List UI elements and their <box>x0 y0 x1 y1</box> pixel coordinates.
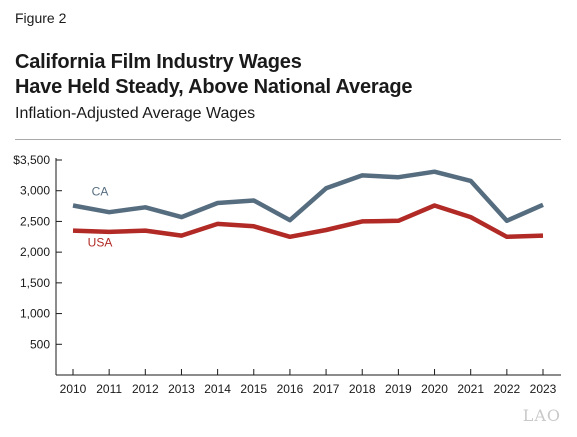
y-tick-label: 500 <box>30 337 50 351</box>
title-divider <box>15 139 561 140</box>
series-label-usa: USA <box>88 236 113 250</box>
x-tick-label: 2019 <box>385 382 412 396</box>
x-tick-label: 2010 <box>60 382 87 396</box>
series-line-ca <box>72 169 544 224</box>
series-labels: CA USA <box>88 184 113 249</box>
y-tick-label: $3,500 <box>13 153 50 167</box>
x-tick-label: 2022 <box>493 382 520 396</box>
chart-title-line-1: California Film Industry Wages <box>15 51 302 73</box>
figure-label: Figure 2 <box>15 10 67 26</box>
x-tick-label: 2015 <box>240 382 267 396</box>
y-axis: 500 1,000 1,500 2,000 2,500 3,000 $3,500 <box>13 153 62 375</box>
x-tick-label: 2011 <box>96 382 122 396</box>
lao-logo: LAO <box>522 406 561 425</box>
x-tick-label: 2023 <box>530 382 557 396</box>
x-tick-label: 2014 <box>204 382 231 396</box>
y-tick-label: 2,500 <box>20 214 50 228</box>
y-tick-label: 3,000 <box>20 184 50 198</box>
x-tick-label: 2020 <box>421 382 448 396</box>
y-tick-label: 1,000 <box>20 307 50 321</box>
x-tick-label: 2018 <box>349 382 376 396</box>
series-lines <box>72 169 544 240</box>
chart-title: California Film Industry Wages Have Held… <box>15 50 413 100</box>
x-tick-label: 2017 <box>313 382 340 396</box>
chart-subtitle: Inflation-Adjusted Average Wages <box>15 105 256 122</box>
x-axis: 2010 2011 2012 2013 2014 2015 2016 2017 2018 2019… <box>56 369 561 396</box>
x-tick-label: 2021 <box>457 382 484 396</box>
x-tick-label: 2012 <box>132 382 159 396</box>
series-label-ca: CA <box>92 184 109 198</box>
x-tick-label: 2013 <box>168 382 195 396</box>
y-tick-label: 1,500 <box>20 276 50 290</box>
x-tick-label: 2016 <box>277 382 304 396</box>
y-tick-label: 2,000 <box>20 245 50 259</box>
chart-title-line-2: Have Held Steady, Above National Average <box>15 76 413 98</box>
series-line-usa <box>72 203 544 240</box>
